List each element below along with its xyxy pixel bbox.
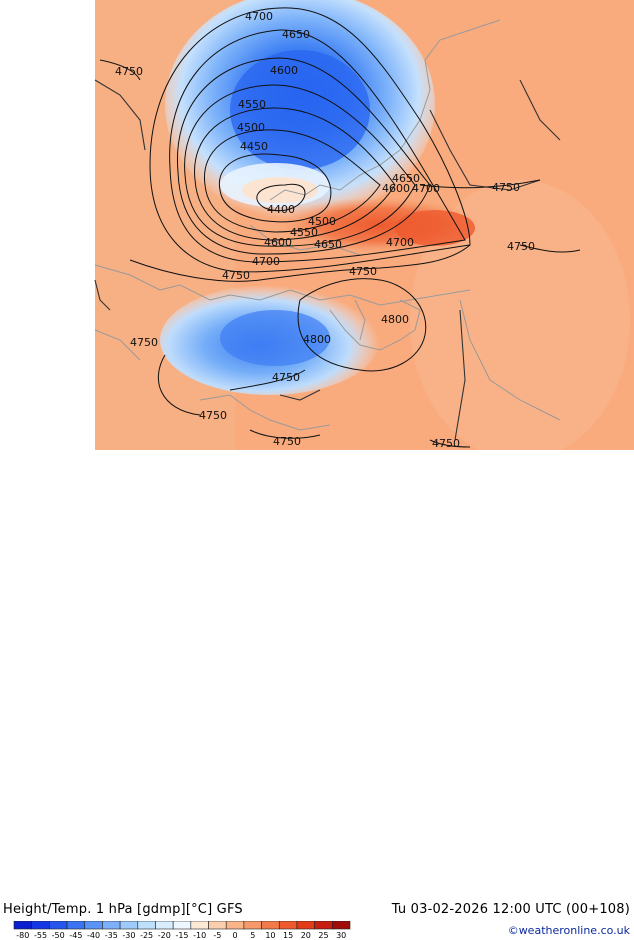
- colorbar-label: -10: [193, 931, 206, 940]
- contour-label: 4500: [308, 215, 336, 228]
- colorbar-swatch: [332, 921, 351, 930]
- colorbar-label: -15: [175, 931, 188, 940]
- contour-label: 4750: [199, 409, 227, 422]
- contour-label: 4700: [386, 236, 414, 249]
- colorbar-swatch: [102, 921, 121, 930]
- colorbar-label: -30: [122, 931, 135, 940]
- contour-label: 4700: [412, 182, 440, 195]
- colorbar-label: -25: [140, 931, 153, 940]
- colorbar-swatch: [31, 921, 50, 930]
- contour-label: 4750: [432, 437, 460, 450]
- colorbar-label: 30: [336, 931, 346, 940]
- map-title: Height/Temp. 1 hPa [gdmp][°C] GFS: [3, 902, 243, 917]
- contour-label: 4750: [272, 371, 300, 384]
- colorbar-swatch: [278, 921, 298, 930]
- map-footer: Height/Temp. 1 hPa [gdmp][°C] GFS Tu 03-…: [0, 450, 634, 940]
- contour-label: 4650: [392, 172, 420, 185]
- contour-label: 4550: [238, 98, 266, 111]
- colorbar-swatch: [13, 921, 32, 930]
- contour-label: 4750: [492, 181, 520, 194]
- contour-label: 4500: [237, 121, 265, 134]
- contour-label: 4800: [303, 333, 331, 346]
- contour-label: 4750: [222, 269, 250, 282]
- contour-label: 4600: [264, 236, 292, 249]
- colorbar-swatch: [190, 921, 209, 930]
- colorbar-label: -40: [87, 931, 100, 940]
- colorbar-label: 10: [265, 931, 275, 940]
- colorbar-label: 20: [301, 931, 311, 940]
- contour-label: 4650: [282, 28, 310, 41]
- colorbar-swatch: [314, 921, 333, 930]
- contour-label: 4750: [130, 336, 158, 349]
- colorbar-label: 5: [250, 931, 255, 940]
- colorbar-swatch: [172, 921, 192, 930]
- contour-label: 4800: [381, 313, 409, 326]
- color-legend: -80 -55 -50 -45 -40 -35 -30 -25 -20 -15 -10 -5 0 5 10 1…: [13, 921, 351, 940]
- colorbar-label: -5: [213, 931, 221, 940]
- colorbar-swatch: [296, 921, 315, 930]
- colorbar-swatch: [225, 921, 245, 930]
- colorbar-label: 15: [283, 931, 293, 940]
- colorbar-label: -55: [34, 931, 47, 940]
- colorbar-swatch: [261, 921, 280, 930]
- colorbar-swatch: [66, 921, 86, 930]
- colorbar-label: -50: [52, 931, 65, 940]
- contour-label: 4450: [240, 140, 268, 153]
- colorbar-label: -20: [158, 931, 171, 940]
- contour-lines: [99, 7, 581, 448]
- colorbar-label: -80: [16, 931, 29, 940]
- colorbar-label: 25: [318, 931, 328, 940]
- colorbar-swatch: [84, 921, 103, 930]
- colorbar-swatch: [49, 921, 68, 930]
- weather-map: 4700 4650 4750 4600 4550 4500 4450 4400 …: [0, 0, 634, 450]
- colorbar-label: 0: [233, 931, 238, 940]
- contour-label: 4750: [349, 265, 377, 278]
- contour-label: 4650: [314, 238, 342, 251]
- contour-label: 4750: [507, 240, 535, 253]
- forecast-time: Tu 03-02-2026 12:00 UTC (00+108): [391, 902, 630, 917]
- colorbar-swatch: [155, 921, 174, 930]
- colorbar-label: -35: [105, 931, 118, 940]
- colorbar-swatch: [208, 921, 227, 930]
- colorbar-swatch: [243, 921, 262, 930]
- colorbar-swatch: [119, 921, 139, 930]
- contour-label: 4400: [267, 203, 295, 216]
- contour-label: 4700: [252, 255, 280, 268]
- contour-label: 4750: [273, 435, 301, 448]
- contour-label: 4600: [270, 64, 298, 77]
- contour-label: 4750: [115, 65, 143, 78]
- contour-label: 4700: [245, 10, 273, 23]
- colorbar-swatch: [137, 921, 156, 930]
- site-credit: ©weatheronline.co.uk: [507, 924, 630, 937]
- coastlines: [94, 19, 561, 431]
- contour-label: 4600: [382, 182, 410, 195]
- colorbar-label: -45: [69, 931, 82, 940]
- contour-label: 4550: [290, 226, 318, 239]
